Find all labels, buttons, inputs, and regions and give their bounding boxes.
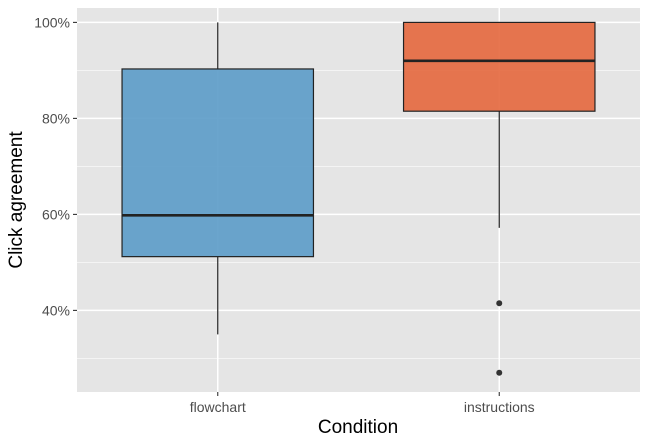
y-tick-label: 40% (42, 302, 70, 318)
y-tick-label: 80% (42, 110, 70, 126)
y-axis-title: Click agreement (6, 131, 27, 269)
outlier-point (496, 369, 503, 376)
x-tick-label: instructions (464, 399, 535, 415)
boxplot-flowchart (121, 22, 315, 335)
boxplot-instructions (402, 21, 596, 376)
x-axis-title: Condition (318, 417, 398, 438)
x-axis-ticks: flowchart instructions (190, 392, 535, 415)
y-tick-label: 60% (42, 206, 70, 222)
boxplots (121, 21, 596, 376)
x-tick-label: flowchart (190, 399, 246, 415)
box-iqr (121, 68, 315, 258)
outlier-point (496, 300, 503, 307)
box-iqr (402, 21, 596, 112)
y-tick-label: 100% (34, 14, 70, 30)
y-axis-ticks: 40% 60% 80% 100% (34, 14, 77, 318)
